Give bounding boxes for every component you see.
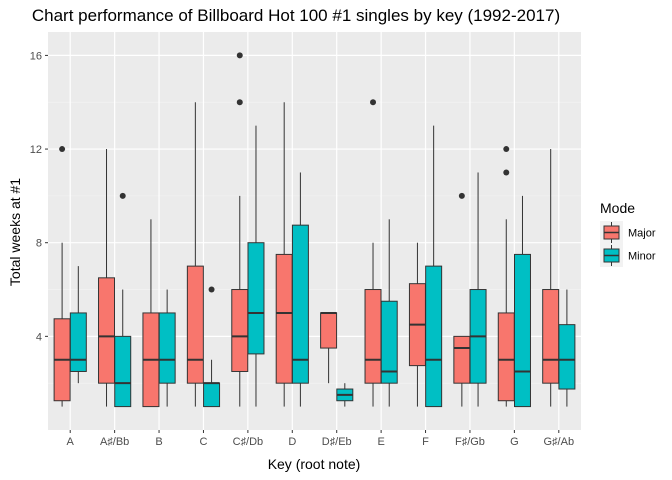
box	[158, 312, 176, 384]
boxplot-minor	[558, 289, 576, 407]
y-tick-label: 8	[36, 238, 42, 250]
x-tick-label: D	[288, 436, 296, 448]
x-tick-label: C	[199, 436, 207, 448]
outlier-point	[370, 99, 377, 106]
box	[247, 242, 265, 355]
x-tick-label: B	[155, 436, 162, 448]
chart-title: Chart performance of Billboard Hot 100 #…	[32, 6, 560, 25]
box	[497, 312, 515, 402]
x-tick-label: A	[67, 436, 75, 448]
box	[380, 300, 398, 384]
boxplots	[53, 52, 576, 408]
outlier-point	[458, 192, 465, 199]
box	[453, 335, 471, 384]
boxplot-major	[142, 219, 160, 408]
box	[558, 324, 576, 390]
box	[364, 289, 382, 384]
box	[203, 382, 221, 408]
outlier-point	[236, 99, 243, 106]
boxplot-major	[497, 146, 515, 407]
box	[320, 312, 338, 349]
y-tick-label: 16	[30, 50, 42, 62]
x-tick-label: F♯/Gb	[455, 436, 485, 448]
boxplot-minor	[513, 195, 531, 408]
box	[425, 265, 443, 408]
boxplot-minor	[425, 125, 443, 408]
x-tick-label: G	[510, 436, 519, 448]
box	[231, 289, 249, 372]
x-tick-label: A♯/Bb	[100, 436, 129, 448]
outlier-point	[119, 192, 126, 199]
legend-title: Mode	[600, 200, 635, 216]
boxplot-minor	[203, 286, 221, 408]
boxplot-minor	[69, 266, 87, 384]
box	[275, 253, 293, 384]
boxplot-major	[320, 311, 338, 384]
box	[542, 289, 560, 384]
x-tick-label: D♯/Eb	[322, 436, 352, 448]
boxplot-major	[98, 149, 116, 407]
boxplot-major	[53, 146, 71, 407]
outlier-point	[503, 146, 510, 153]
boxplot-major	[542, 149, 560, 407]
x-tick-label: E	[377, 436, 384, 448]
box	[114, 335, 132, 408]
boxplot-minor	[380, 219, 398, 407]
boxplot-minor	[247, 125, 265, 407]
boxplot-minor	[158, 289, 176, 407]
legend-label-major: Major	[628, 228, 656, 240]
box	[291, 224, 309, 384]
legend-label-minor: Minor	[628, 251, 656, 263]
boxplot-major	[186, 102, 204, 407]
x-axis-title: Key (root note)	[268, 456, 361, 472]
outlier-point	[236, 52, 243, 59]
box	[186, 265, 204, 384]
x-axis: A A♯/Bb B C C♯/Db D D♯/Eb E F F♯/Gb G G♯/Ab	[67, 430, 575, 448]
boxplot-major	[231, 52, 249, 407]
boxplot-minor	[114, 192, 132, 408]
boxplot-minor	[291, 172, 309, 407]
y-axis: 4 8 12 16	[30, 50, 48, 343]
x-tick-label: G♯/Ab	[544, 436, 575, 448]
y-axis-title: Total weeks at #1	[7, 178, 23, 286]
outlier-point	[59, 146, 66, 153]
box	[69, 312, 87, 372]
legend: Mode Major Minor	[600, 200, 656, 267]
outlier-point	[208, 286, 215, 293]
plot-panel	[48, 32, 581, 430]
y-tick-label: 12	[30, 144, 42, 156]
x-tick-label: C♯/Db	[233, 436, 264, 448]
outlier-point	[503, 169, 510, 176]
box	[98, 277, 116, 384]
box	[513, 253, 531, 408]
boxplot-minor	[336, 383, 354, 407]
y-tick-label: 4	[36, 331, 42, 343]
x-tick-label: F	[422, 436, 429, 448]
boxplot-minor	[469, 172, 487, 407]
